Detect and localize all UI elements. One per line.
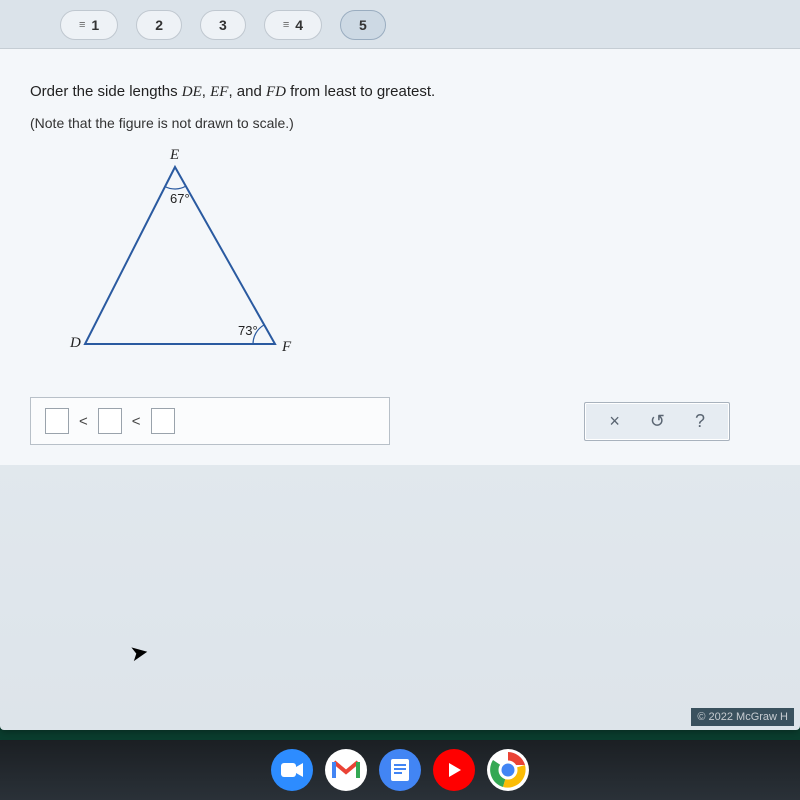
sep: , xyxy=(202,83,210,100)
question-prompt: Order the side lengths DE, EF, and FD fr… xyxy=(30,83,770,101)
answer-slot-1[interactable] xyxy=(45,408,69,434)
vertex-label-f: F xyxy=(282,339,291,356)
question-nav: ≡ 1 2 3 ≡ 4 5 xyxy=(0,0,800,49)
tab-label: 3 xyxy=(219,17,227,33)
chrome-icon xyxy=(489,751,527,789)
chrome-app-icon[interactable] xyxy=(487,749,529,791)
tab-2[interactable]: 2 xyxy=(136,10,182,40)
angle-label-f: 73° xyxy=(238,323,258,338)
play-icon xyxy=(446,762,462,778)
triangle-figure: E D F 67° 73° xyxy=(30,149,290,379)
mouse-cursor-icon: ➤ xyxy=(128,639,151,668)
sep: , and xyxy=(228,83,266,100)
check-icon: ≡ xyxy=(79,19,85,31)
lt-symbol: < xyxy=(132,413,141,430)
answer-slot-2[interactable] xyxy=(98,408,122,434)
vertex-label-d: D xyxy=(70,335,81,352)
os-shelf xyxy=(0,740,800,800)
tab-3[interactable]: 3 xyxy=(200,10,246,40)
tab-label: 2 xyxy=(155,17,163,33)
tab-4[interactable]: ≡ 4 xyxy=(264,10,322,40)
gmail-app-icon[interactable] xyxy=(325,749,367,791)
answer-slot-3[interactable] xyxy=(151,408,175,434)
answer-row: < < × ↺ ? xyxy=(30,397,770,445)
segment-fd: FD xyxy=(266,84,286,100)
tab-label: 4 xyxy=(295,17,303,33)
copyright-text: © 2022 McGraw H xyxy=(691,708,794,726)
vertex-label-e: E xyxy=(170,147,179,164)
figure-note: (Note that the figure is not drawn to sc… xyxy=(30,115,770,131)
zoom-app-icon[interactable] xyxy=(271,749,313,791)
youtube-app-icon[interactable] xyxy=(433,749,475,791)
action-bar: × ↺ ? xyxy=(584,402,730,441)
reset-button[interactable]: ↺ xyxy=(650,411,665,432)
prompt-text: Order the side lengths xyxy=(30,83,182,100)
question-content: Order the side lengths DE, EF, and FD fr… xyxy=(0,49,800,465)
docs-app-icon[interactable] xyxy=(379,749,421,791)
tab-label: 1 xyxy=(91,17,99,33)
tab-1[interactable]: ≡ 1 xyxy=(60,10,118,40)
segment-de: DE xyxy=(182,84,202,100)
check-icon: ≡ xyxy=(283,19,289,31)
tab-label: 5 xyxy=(359,17,367,33)
answer-input-box: < < xyxy=(30,397,390,445)
tab-5[interactable]: 5 xyxy=(340,10,386,40)
clear-button[interactable]: × xyxy=(609,411,620,432)
camera-icon xyxy=(281,763,303,777)
angle-arc-e xyxy=(165,186,186,189)
prompt-text: from least to greatest. xyxy=(290,83,435,100)
lt-symbol: < xyxy=(79,413,88,430)
help-button[interactable]: ? xyxy=(695,411,705,432)
doc-icon xyxy=(391,759,409,781)
angle-label-e: 67° xyxy=(170,191,190,206)
app-screen: ≡ 1 2 3 ≡ 4 5 Order the side lengths DE,… xyxy=(0,0,800,730)
mail-icon xyxy=(332,760,360,780)
segment-ef: EF xyxy=(210,84,228,100)
